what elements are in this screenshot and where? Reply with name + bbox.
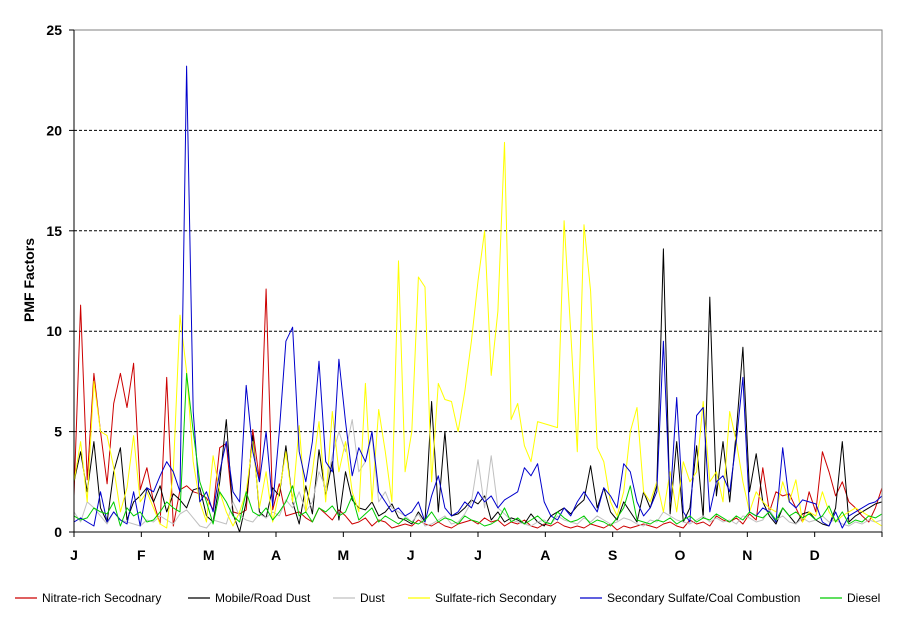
x-tick-label-1: F (137, 547, 146, 563)
y-tick-label-1: 5 (54, 424, 62, 440)
y-tick-label-5: 25 (46, 22, 62, 38)
series-line-3 (73, 419, 883, 529)
legend-label-1: Nitrate-rich Secodnary (42, 591, 161, 605)
x-tick-label-2: M (203, 547, 215, 563)
x-tick-label-4: M (337, 547, 349, 563)
y-axis-title: PMF Factors (21, 238, 37, 322)
x-tick-label-3: A (271, 547, 281, 563)
x-tick-label-10: N (742, 547, 752, 563)
y-tick-label-3: 15 (46, 223, 62, 239)
legend-label-2: Mobile/Road Dust (215, 591, 311, 605)
series-line-6 (73, 372, 883, 527)
legend-label-5: Secondary Sulfate/Coal Combustion (607, 591, 800, 605)
x-tick-label-5: J (407, 547, 415, 563)
series-line-5 (73, 65, 883, 529)
x-tick-label-7: A (540, 547, 550, 563)
x-tick-label-0: J (70, 547, 78, 563)
series-lines (73, 65, 883, 533)
y-tick-label-0: 0 (54, 524, 62, 540)
legend-label-3: Dust (360, 591, 385, 605)
y-tick-label-2: 10 (46, 323, 62, 339)
y-tick-label-4: 20 (46, 122, 62, 138)
legend-label-6: Diesel (847, 591, 880, 605)
x-tick-label-9: O (675, 547, 686, 563)
legend-label-4: Sulfate-rich Secondary (435, 591, 556, 605)
x-tick-label-8: S (608, 547, 617, 563)
x-tick-label-11: D (810, 547, 820, 563)
x-tick-label-6: J (474, 547, 482, 563)
legend: Nitrate-rich Secodnary Mobile/Road Dust Du… (15, 591, 880, 605)
axes: 0 5 10 15 20 25 J F M A M J J A S O N D (46, 22, 883, 563)
series-line-2 (73, 248, 883, 533)
